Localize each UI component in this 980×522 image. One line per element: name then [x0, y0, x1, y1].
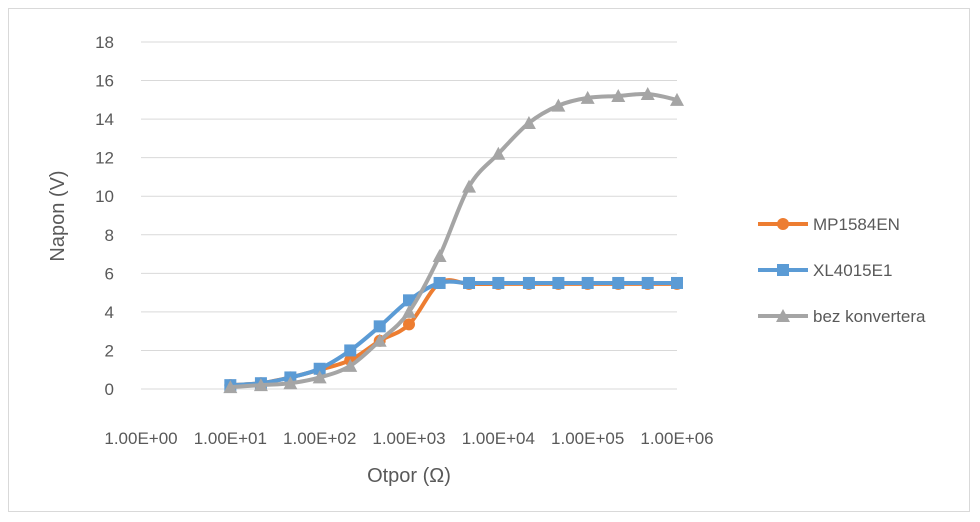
legend-item: bez konvertera	[758, 307, 926, 326]
y-tick-label: 8	[105, 226, 114, 245]
square-marker	[344, 344, 357, 357]
square-marker	[492, 276, 505, 289]
legend-item: XL4015E1	[758, 261, 892, 280]
square-marker	[671, 276, 683, 289]
triangle-marker	[611, 88, 626, 102]
triangle-marker	[640, 87, 655, 101]
series-line	[228, 91, 679, 390]
square-marker	[612, 276, 625, 289]
x-axis-tick-labels: 1.00E+00 1.00E+01 1.00E+02 1.00E+03 1.00E+04…	[104, 429, 713, 448]
triangle-marker	[462, 179, 477, 193]
y-tick-label: 18	[95, 33, 114, 52]
square-marker	[581, 276, 594, 289]
square-marker	[313, 362, 326, 375]
y-tick-label: 10	[95, 187, 114, 206]
x-tick-label: 1.00E+06	[640, 429, 713, 448]
y-tick-label: 12	[95, 149, 114, 168]
triangle-marker	[491, 146, 506, 160]
legend-label: XL4015E1	[813, 261, 892, 280]
triangle-marker	[670, 92, 684, 106]
legend-triangle-marker	[776, 309, 790, 322]
legend-label: bez konvertera	[813, 307, 926, 326]
square-marker	[463, 276, 476, 289]
legend: MP1584EN XL4015E1 bez konvertera	[758, 215, 926, 326]
y-axis-tick-labels: 0 2 4 6 8 10 12 14 16 18	[95, 33, 114, 399]
legend-square-marker	[777, 264, 789, 276]
legend-item: MP1584EN	[758, 215, 900, 234]
legend-circle-marker	[777, 218, 789, 230]
triangle-marker	[253, 378, 268, 392]
triangle-marker	[551, 98, 566, 112]
y-axis-title: Napon (V)	[47, 170, 69, 261]
square-marker	[522, 276, 535, 289]
series-2	[224, 276, 683, 392]
circle-marker	[403, 318, 415, 331]
triangle-marker	[343, 358, 358, 372]
series-lines	[223, 87, 684, 394]
y-tick-label: 0	[105, 380, 114, 399]
y-tick-label: 6	[105, 264, 114, 283]
square-marker	[373, 320, 386, 333]
y-tick-label: 16	[95, 72, 114, 91]
x-tick-label: 1.00E+05	[551, 429, 624, 448]
triangle-marker	[312, 370, 327, 384]
triangle-marker	[283, 376, 298, 390]
x-tick-label: 1.00E+01	[194, 429, 267, 448]
y-tick-label: 14	[95, 110, 114, 129]
square-marker	[552, 276, 565, 289]
x-tick-label: 1.00E+04	[462, 429, 535, 448]
y-tick-label: 4	[105, 303, 114, 322]
triangle-marker	[432, 248, 447, 262]
triangle-marker	[580, 90, 595, 104]
x-axis-title: Otpor (Ω)	[367, 465, 451, 487]
y-tick-label: 2	[105, 341, 114, 360]
square-marker	[641, 276, 654, 289]
triangle-marker	[223, 380, 238, 394]
gridlines	[141, 41, 677, 390]
series-3	[223, 87, 684, 394]
triangle-marker	[372, 333, 387, 347]
square-marker	[403, 294, 415, 307]
square-marker	[433, 276, 446, 289]
x-tick-label: 1.00E+03	[372, 429, 445, 448]
series-line	[228, 278, 679, 388]
triangle-marker	[521, 115, 536, 129]
x-tick-label: 1.00E+00	[104, 429, 177, 448]
x-tick-label: 1.00E+02	[283, 429, 356, 448]
series-line	[228, 279, 679, 388]
triangle-marker	[402, 304, 416, 318]
chart-frame	[8, 8, 970, 512]
legend-label: MP1584EN	[813, 215, 900, 234]
